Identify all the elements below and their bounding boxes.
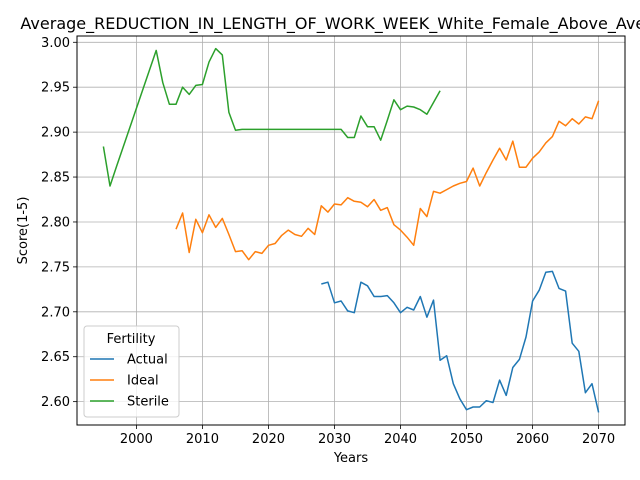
legend-label-ideal: Ideal bbox=[127, 374, 159, 389]
legend-box bbox=[83, 325, 180, 418]
y-tick-label: 2.90 bbox=[41, 126, 70, 141]
legend-title: Fertility bbox=[107, 332, 156, 347]
x-tick-label: 2060 bbox=[516, 432, 549, 447]
series-line-ideal bbox=[175, 100, 600, 261]
x-tick-label: 2070 bbox=[582, 432, 615, 447]
x-tick-label: 2050 bbox=[450, 432, 483, 447]
legend-label-sterile: Sterile bbox=[127, 395, 169, 410]
y-tick-label: 2.70 bbox=[41, 305, 70, 320]
y-tick-label: 2.95 bbox=[41, 81, 70, 96]
x-axis-label: Years bbox=[333, 451, 369, 466]
x-tick-label: 2020 bbox=[252, 432, 285, 447]
x-tick-label: 2010 bbox=[186, 432, 219, 447]
axis-ticks: 2000 2010 2020 2030 2040 2050 2060 2070 2.60 2.65… bbox=[41, 36, 615, 447]
y-tick-label: 2.85 bbox=[41, 171, 70, 186]
y-axis-label: Score(1-5) bbox=[16, 197, 31, 265]
plot-frame bbox=[76, 35, 626, 426]
x-tick-label: 2030 bbox=[318, 432, 351, 447]
y-tick-label: 2.65 bbox=[41, 350, 70, 365]
series-line-sterile bbox=[102, 47, 441, 187]
series-lines bbox=[102, 47, 600, 413]
x-tick-label: 2040 bbox=[384, 432, 417, 447]
y-tick-label: 2.75 bbox=[41, 260, 70, 275]
series-line-actual bbox=[321, 270, 600, 413]
y-tick-label: 2.60 bbox=[41, 395, 70, 410]
y-tick-label: 3.00 bbox=[41, 36, 70, 51]
x-tick-label: 2000 bbox=[120, 432, 153, 447]
chart-title: Average_REDUCTION_IN_LENGTH_OF_WORK_WEEK… bbox=[20, 14, 640, 34]
y-tick-label: 2.80 bbox=[41, 215, 70, 230]
legend: Fertility Actual Ideal Sterile bbox=[83, 325, 180, 418]
legend-label-actual: Actual bbox=[127, 353, 168, 368]
grid bbox=[77, 36, 625, 425]
